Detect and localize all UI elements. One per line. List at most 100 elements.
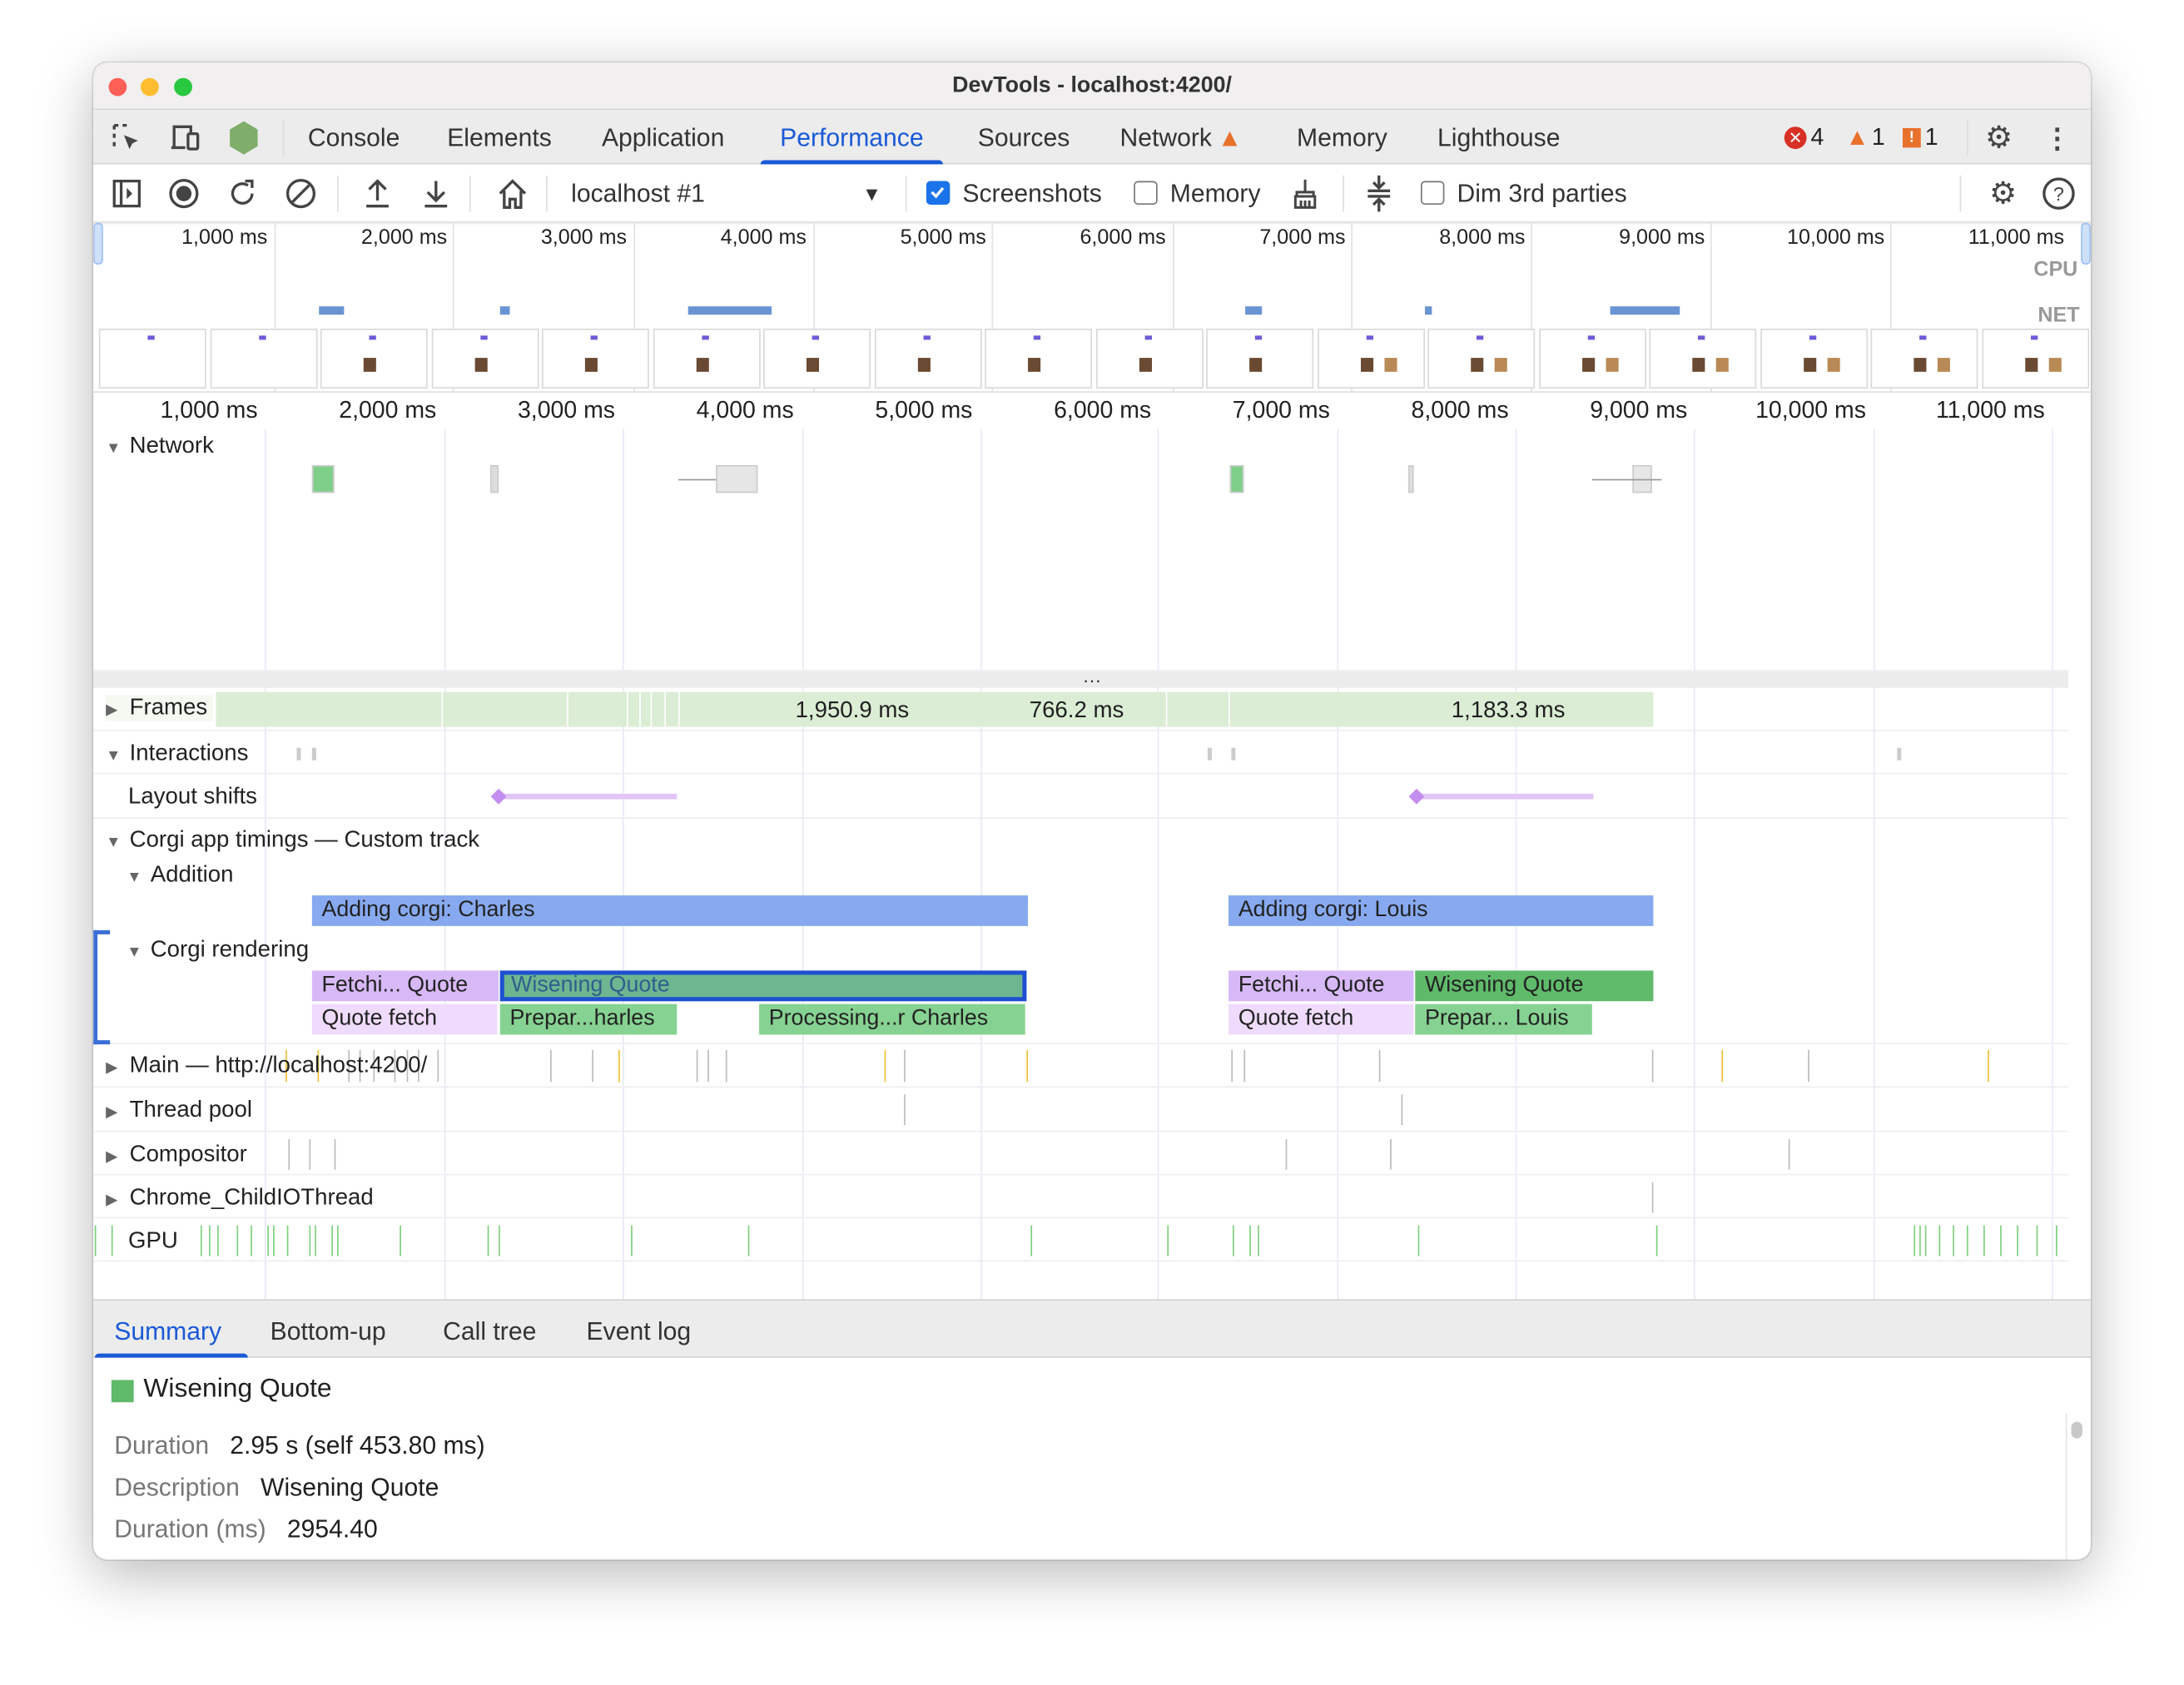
frames-track-header[interactable]: ▶ Frames xyxy=(106,695,213,721)
thread-activity-marker[interactable] xyxy=(406,1049,409,1083)
screenshot-thumbnail[interactable] xyxy=(763,328,871,389)
thread-activity-marker[interactable] xyxy=(1167,1225,1169,1256)
interaction-marker[interactable] xyxy=(296,747,301,761)
tab-elements[interactable]: Elements xyxy=(447,110,552,164)
main-thread-header[interactable]: ▶ Main — http://localhost:4200/ xyxy=(106,1053,428,1078)
network-request[interactable] xyxy=(716,464,758,493)
rendering-event[interactable]: Processing...r Charles xyxy=(759,1004,1025,1035)
screenshot-thumbnail[interactable] xyxy=(1538,328,1646,389)
node-logo-icon[interactable] xyxy=(226,118,262,157)
thread-activity-marker[interactable] xyxy=(111,1225,113,1256)
thread-activity-marker[interactable] xyxy=(725,1049,727,1083)
thread-activity-marker[interactable] xyxy=(418,1049,419,1083)
thread-activity-marker[interactable] xyxy=(1258,1225,1259,1256)
help-icon[interactable]: ? xyxy=(2042,177,2075,211)
addition-group-header[interactable]: ▼ Addition xyxy=(127,861,234,888)
gpu-header[interactable]: GPU xyxy=(127,1228,178,1255)
thread-activity-marker[interactable] xyxy=(592,1049,593,1083)
issues-count[interactable]: ! 1 xyxy=(1903,124,1938,151)
thread-activity-marker[interactable] xyxy=(618,1049,620,1083)
thread-activity-marker[interactable] xyxy=(499,1225,500,1256)
device-toolbar-icon[interactable] xyxy=(167,121,204,155)
thread-activity-marker[interactable] xyxy=(315,1225,316,1256)
corgi-rendering-group-header[interactable]: ▼ Corgi rendering xyxy=(127,937,310,963)
thread-activity-marker[interactable] xyxy=(1401,1094,1403,1126)
thread-activity-marker[interactable] xyxy=(317,1049,320,1083)
network-request[interactable] xyxy=(1229,464,1244,493)
thread-activity-marker[interactable] xyxy=(400,1225,401,1256)
thread-activity-marker[interactable] xyxy=(1651,1049,1654,1083)
interaction-marker[interactable] xyxy=(1897,747,1902,761)
thread-activity-marker[interactable] xyxy=(1651,1182,1654,1213)
layout-shift-marker[interactable] xyxy=(490,788,507,805)
thread-activity-marker[interactable] xyxy=(904,1049,906,1083)
thread-activity-marker[interactable] xyxy=(1913,1225,1916,1256)
thread-activity-marker[interactable] xyxy=(1249,1225,1251,1256)
thread-activity-marker[interactable] xyxy=(696,1049,698,1083)
screenshot-thumbnail[interactable] xyxy=(320,328,428,389)
thread-activity-marker[interactable] xyxy=(550,1049,552,1083)
thread-activity-marker[interactable] xyxy=(309,1138,311,1170)
network-request[interactable] xyxy=(311,464,335,493)
error-count[interactable]: ✕ 4 xyxy=(1784,124,1824,151)
track-divider-handle[interactable]: … xyxy=(93,666,2069,688)
thread-activity-marker[interactable] xyxy=(1231,1049,1233,1083)
tab-network[interactable]: Network ▲ xyxy=(1119,110,1242,164)
screenshot-thumbnail[interactable] xyxy=(430,328,539,389)
interaction-marker[interactable] xyxy=(1231,747,1236,761)
layout-shift-cluster[interactable] xyxy=(1416,793,1594,800)
screenshot-thumbnail[interactable] xyxy=(985,328,1093,389)
memory-checkbox[interactable] xyxy=(1134,181,1158,206)
network-track-header[interactable]: ▼ Network xyxy=(106,433,214,458)
chevron-down-icon[interactable]: ▼ xyxy=(861,182,882,206)
thread-activity-marker[interactable] xyxy=(267,1225,269,1256)
tab-memory[interactable]: Memory xyxy=(1297,110,1387,164)
upload-profile-icon[interactable] xyxy=(362,177,393,211)
tab-summary[interactable]: Summary xyxy=(114,1317,222,1346)
toggle-sidebar-icon[interactable] xyxy=(112,178,142,209)
interactions-track-header[interactable]: ▼ Interactions xyxy=(106,741,249,766)
thread-activity-marker[interactable] xyxy=(331,1225,333,1256)
warning-count[interactable]: ▲ 1 xyxy=(1845,123,1885,151)
settings-gear-icon[interactable]: ⚙ xyxy=(1984,119,2013,155)
rendering-event[interactable]: Fetchi... Quote xyxy=(311,970,499,1002)
thread-activity-marker[interactable] xyxy=(1030,1225,1033,1256)
layout-shift-marker[interactable] xyxy=(1408,788,1425,805)
screenshot-thumbnail[interactable] xyxy=(653,328,760,389)
screenshot-thumbnail[interactable] xyxy=(1206,328,1314,389)
screenshot-thumbnail[interactable] xyxy=(1095,328,1204,389)
screenshot-thumbnail[interactable] xyxy=(874,328,981,389)
thread-activity-marker[interactable] xyxy=(251,1225,252,1256)
thread-activity-marker[interactable] xyxy=(200,1225,202,1256)
thread-activity-marker[interactable] xyxy=(334,1138,336,1170)
interaction-marker[interactable] xyxy=(1207,747,1212,761)
thread-activity-marker[interactable] xyxy=(1233,1225,1234,1256)
tab-performance[interactable]: Performance xyxy=(760,110,944,165)
thread-activity-marker[interactable] xyxy=(1966,1225,1968,1256)
thread-activity-marker[interactable] xyxy=(1390,1138,1392,1170)
thread-activity-marker[interactable] xyxy=(1988,1049,1989,1083)
zoom-window-button[interactable] xyxy=(174,77,192,97)
thread-activity-marker[interactable] xyxy=(273,1225,275,1256)
rendering-event[interactable]: Prepar...harles xyxy=(499,1004,678,1035)
tab-sources[interactable]: Sources xyxy=(978,110,1070,164)
thread-activity-marker[interactable] xyxy=(1378,1049,1381,1083)
thread-activity-marker[interactable] xyxy=(348,1049,350,1083)
screenshot-thumbnail[interactable] xyxy=(1317,328,1425,389)
tab-call-tree[interactable]: Call tree xyxy=(443,1317,537,1346)
flame-chart[interactable]: ▼ Network … ▶ Frames 1,950.9 ms 766.2 ms 1… xyxy=(93,429,2069,1300)
tab-application[interactable]: Application xyxy=(602,110,724,164)
network-request[interactable] xyxy=(490,464,499,493)
interaction-marker[interactable] xyxy=(311,747,316,761)
thread-activity-marker[interactable] xyxy=(286,1225,289,1256)
home-icon[interactable] xyxy=(497,177,528,211)
thread-activity-marker[interactable] xyxy=(209,1225,211,1256)
rendering-event[interactable]: Wisening Quote xyxy=(1415,970,1654,1002)
thread-activity-marker[interactable] xyxy=(884,1049,886,1083)
thread-activity-marker[interactable] xyxy=(707,1049,709,1083)
summary-scrollbar[interactable] xyxy=(2071,1421,2082,1439)
tab-lighthouse[interactable]: Lighthouse xyxy=(1437,110,1560,164)
tab-console[interactable]: Console xyxy=(308,110,400,164)
screenshot-thumbnail[interactable] xyxy=(98,328,206,389)
thread-activity-marker[interactable] xyxy=(359,1049,361,1083)
